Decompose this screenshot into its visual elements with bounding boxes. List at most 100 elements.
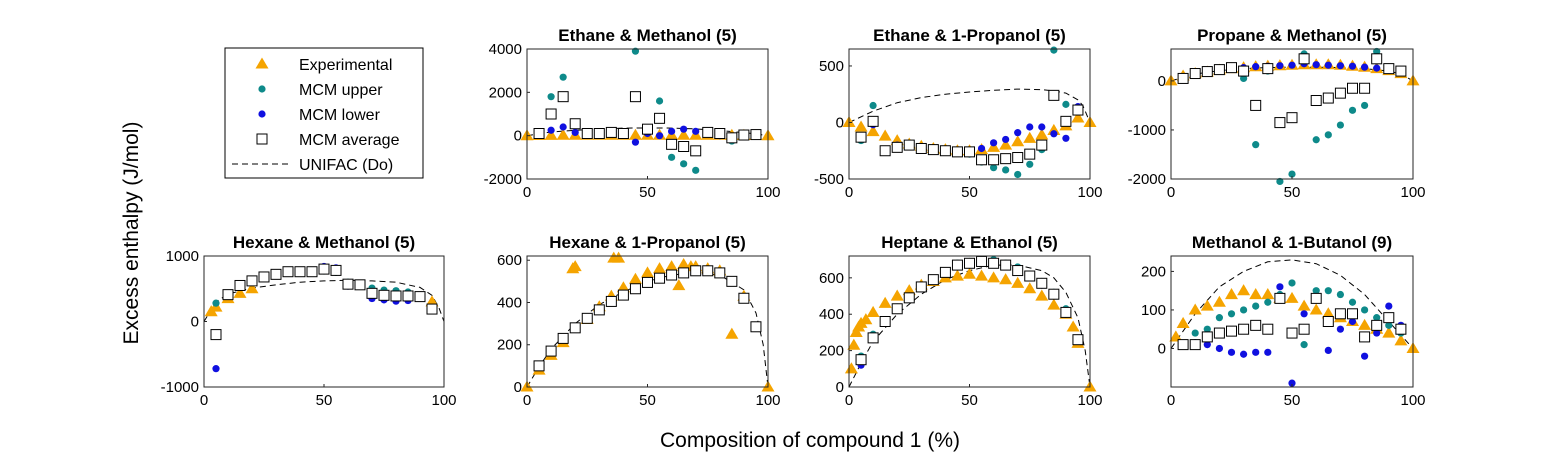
data-point-avg [678,141,690,152]
data-layer [1169,259,1420,387]
x-tick-label: 50 [961,392,978,409]
panel-title: Methanol & 1-Butanol (9) [1192,233,1392,252]
data-point-lower [1288,379,1296,387]
data-point-lower [1215,344,1223,353]
data-point-exp [1237,284,1251,296]
data-point-exp [1023,131,1037,143]
data-point-avg [533,128,545,139]
data-point-avg [1201,66,1213,78]
data-point-avg [545,108,557,120]
data-point-upper [1288,279,1296,287]
data-point-avg [1322,92,1334,104]
data-point-upper [1264,298,1272,306]
data-point-avg [678,267,690,279]
y-tick-label: -2000 [1128,171,1166,188]
y-tick-label: 500 [819,58,844,75]
x-tick-label: 0 [1167,184,1175,201]
panel-title: Hexane & 1-Propanol (5) [549,233,746,252]
data-point-avg [1072,104,1084,116]
data-point-avg [654,272,666,284]
data-point-avg [867,332,879,344]
data-point-exp [641,266,654,278]
y-tick-label: 4000 [489,41,522,58]
data-point-avg [1286,112,1298,124]
y-tick-label: 0 [514,379,522,396]
x-tick-label: 100 [1077,392,1102,409]
data-point-exp [1035,128,1049,140]
data-point-avg [366,287,378,299]
data-point-upper [1002,166,1010,174]
figure-x-axis-label: Composition of compound 1 (%) [660,429,960,452]
data-point-exp [1047,123,1061,135]
data-point-avg [581,128,593,139]
data-point-lower [1288,61,1296,69]
data-point-upper [869,101,877,110]
data-point-lower [1014,129,1022,137]
data-point-lower [977,144,986,153]
data-layer [842,46,1097,179]
data-point-upper [1062,100,1070,108]
legend-box [224,47,424,179]
data-point-avg [1334,308,1346,320]
data-point-upper [1348,298,1357,306]
data-point-avg [750,129,762,141]
data-point-avg [1250,99,1262,111]
data-point-avg [569,322,581,334]
data-point-exp [1071,111,1085,123]
data-point-exp [1047,298,1061,310]
data-point-avg [306,266,318,278]
data-point-exp [1261,288,1275,300]
data-point-avg [1395,323,1407,335]
data-point-avg [1012,265,1024,277]
data-point-exp [975,269,989,281]
x-tick-label: 100 [755,184,780,201]
data-point-lower [1062,134,1070,142]
data-point-upper [1252,141,1260,149]
data-point-exp [890,289,904,301]
data-point-exp [1321,307,1335,319]
data-point-exp [987,271,1001,283]
legend-label-lower: MCM lower [299,107,381,124]
y-tick-label: 400 [819,306,844,323]
data-point-avg [1274,117,1286,129]
data-point-lower [1348,317,1357,326]
panel-title: Propane & Methanol (5) [1197,26,1387,45]
chart-panel-5: Hexane & 1-Propanol (5) 0 50 100 0 200 400 600 [497,233,781,409]
data-point-avg [702,126,714,138]
data-point-avg [1298,53,1310,65]
data-point-avg [666,138,678,150]
data-point-exp [1212,295,1226,307]
data-point-lower [655,132,664,140]
data-point-avg [1213,327,1225,339]
data-point-avg [1383,63,1395,75]
data-point-exp [677,128,691,140]
data-layer [203,262,445,373]
data-point-avg [1226,62,1237,74]
plot-area [849,49,1090,179]
data-point-avg [951,146,963,158]
data-point-exp [866,125,880,137]
data-point-upper [990,164,998,172]
data-point-avg [1359,331,1371,343]
data-point-avg [1286,327,1298,339]
data-point-avg [1189,68,1201,80]
data-point-upper [1252,302,1260,310]
x-tick-label: 0 [1167,392,1175,409]
x-tick-label: 100 [1400,184,1425,201]
data-point-lower [668,127,676,135]
data-point-avg [939,266,951,278]
data-point-exp [963,267,976,279]
data-point-lower [1312,61,1320,69]
data-point-lower [212,365,220,373]
data-point-upper [692,166,700,174]
data-point-avg [1177,72,1189,84]
data-point-exp [999,273,1013,285]
y-tick-label: -1000 [161,379,199,396]
data-point-avg [690,145,702,157]
chart-panel-1: Ethane & Methanol (5)0 50 100-200002000400… [484,26,781,201]
y-tick-label: 0 [514,128,522,145]
data-point-exp [568,260,582,272]
data-point-lower [1324,346,1332,354]
data-point-lower [1336,62,1344,70]
data-point-lower [1038,123,1046,131]
